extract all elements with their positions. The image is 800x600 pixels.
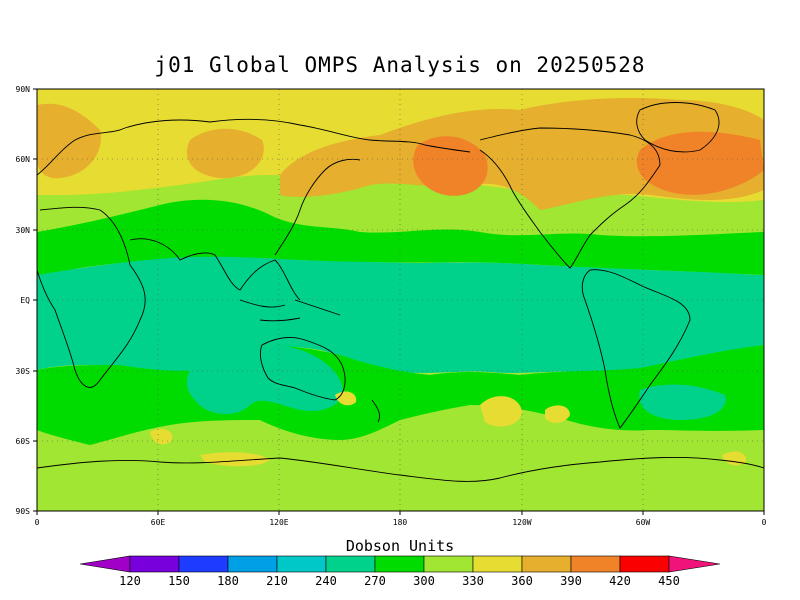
field-360-390-south-c [335,391,357,406]
colorbar-label-240: 240 [315,574,337,588]
colorbar-label-390: 390 [560,574,582,588]
field-360-390-south-b [545,405,570,423]
colorbar-label-150: 150 [168,574,190,588]
colorbar-labels: 120 150 180 210 240 270 300 330 360 390 … [119,574,680,588]
field-300-330-north [37,199,764,275]
colorbar-label-450: 450 [658,574,680,588]
map-title: j01 Global OMPS Analysis on 20250528 [154,53,646,77]
field-390-420-north-b [186,128,264,179]
colorbar-arrow-low [79,555,131,573]
colorbar-label-120: 120 [119,574,141,588]
field-420-450-north-b [636,131,764,195]
colorbar-label-270: 270 [364,574,386,588]
axis-ticks [33,88,765,515]
colorbar-bin-390-420 [570,555,621,573]
colorbar-arrow-high [668,555,721,573]
lon-label-120w: 120W [512,518,531,527]
colorbar-bin-240-270 [325,555,376,573]
colorbar-title: Dobson Units [345,537,455,555]
field-270-300-tropics [37,256,764,373]
lon-label-180: 180 [393,518,408,527]
colorbar-bin-180-210 [227,555,278,573]
lat-label-60n: 60N [16,155,31,164]
lat-label-eq: EQ [20,296,30,305]
field-420-450-north-a [413,136,488,196]
colorbar-bin-360-390 [521,555,572,573]
colorbar-label-210: 210 [266,574,288,588]
lon-label-120e: 120E [269,518,288,527]
colorbar-bin-210-240 [276,555,327,573]
field-360-390-south-d [150,428,173,445]
colorbar-bin-420-450 [619,555,670,573]
colorbar-bin-150-180 [178,555,229,573]
colorbar-bin-300-330 [423,555,474,573]
lat-label-90s: 90S [16,507,31,516]
colorbar [79,555,721,573]
lon-label-60e: 60E [151,518,166,527]
lon-label-60w: 60W [636,518,651,527]
colorbar-label-300: 300 [413,574,435,588]
lat-label-30s: 30S [16,367,31,376]
field-360-390-south-f [722,451,747,466]
field-360-390-south-e [200,452,270,467]
field-270-300-south-atlantic [639,384,726,420]
colorbar-label-330: 330 [462,574,484,588]
lon-label-0-right: 0 [762,518,767,527]
ozone-field [37,89,764,511]
colorbar-label-180: 180 [217,574,239,588]
coastlines [37,102,764,482]
lon-label-0-left: 0 [35,518,40,527]
colorbar-label-420: 420 [609,574,631,588]
gridlines [37,89,764,511]
lat-label-30n: 30N [16,226,31,235]
lat-label-90n: 90N [16,85,31,94]
field-360-390-south-a [480,396,522,427]
colorbar-bin-120-150 [129,555,180,573]
colorbar-label-360: 360 [511,574,533,588]
lat-label-60s: 60S [16,437,31,446]
field-270-300-australia [186,345,343,415]
colorbar-bin-270-300 [374,555,425,573]
colorbar-bin-330-360 [472,555,523,573]
